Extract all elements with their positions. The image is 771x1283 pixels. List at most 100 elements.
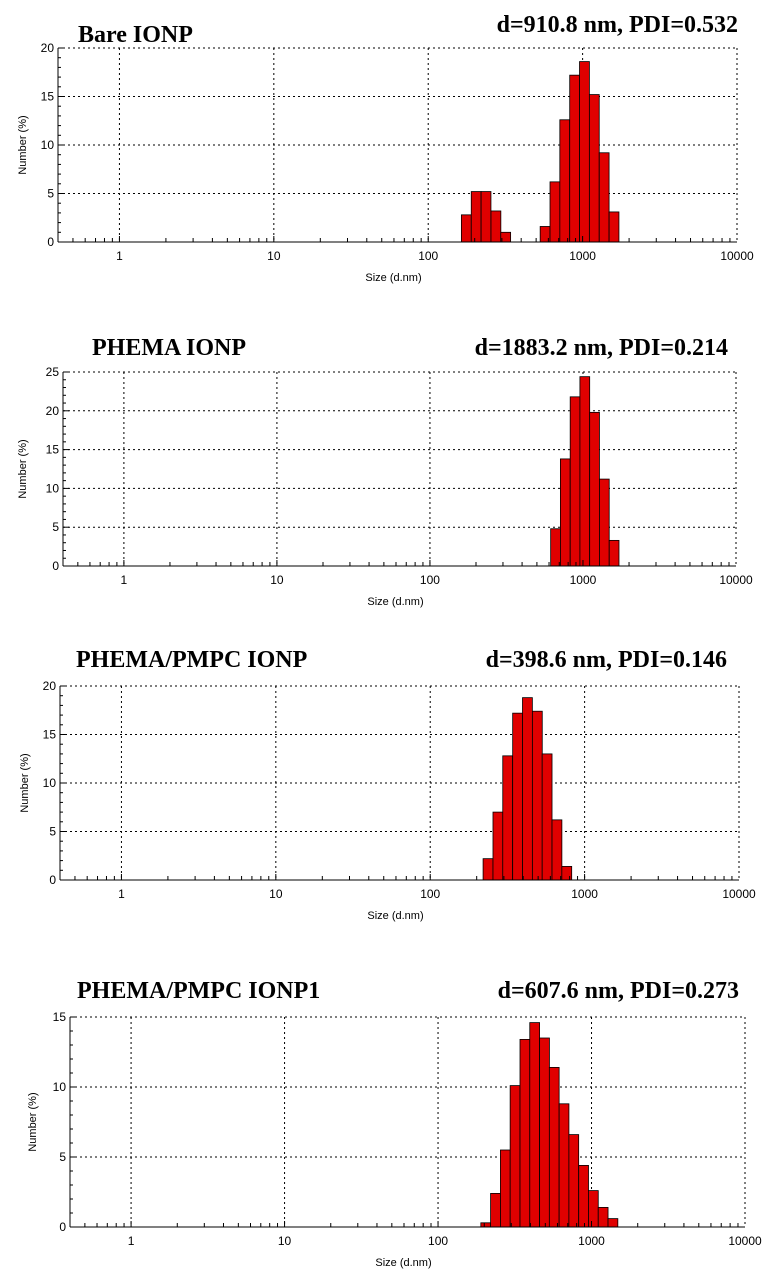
histogram-bar: [531, 710, 543, 881]
histogram-bar: [539, 1037, 550, 1228]
y-tick-label: 10: [53, 1080, 67, 1094]
histogram-bar: [460, 214, 472, 243]
y-tick-label: 5: [49, 825, 56, 839]
histogram-bar: [569, 74, 580, 243]
x-tick-label: 1000: [571, 887, 598, 901]
y-tick-label: 0: [49, 873, 56, 887]
histogram-bar: [550, 528, 561, 567]
x-tick-label: 1: [118, 887, 125, 901]
histogram-bar: [482, 858, 494, 881]
panel-stats: d=398.6 nm, PDI=0.146: [486, 647, 727, 673]
histogram-bar: [480, 1222, 492, 1228]
histogram-bar: [559, 458, 571, 567]
histogram-bar: [598, 152, 610, 243]
histogram-bar: [559, 119, 571, 243]
panel-phema-ionp: PHEMA IONP d=1883.2 nm, PDI=0.214 1 10 100…: [17, 335, 753, 608]
y-tick-label: 15: [41, 90, 55, 104]
panel-stats: d=1883.2 nm, PDI=0.214: [475, 335, 728, 361]
x-tick-label: 10: [278, 1234, 292, 1248]
panel-title: PHEMA/PMPC IONP1: [77, 978, 320, 1004]
x-tick-label: 100: [420, 573, 440, 587]
histogram-bar: [480, 191, 492, 243]
y-tick-label: 20: [41, 41, 55, 55]
x-tick-label: 10000: [719, 573, 753, 587]
panel-stats: d=607.6 nm, PDI=0.273: [498, 978, 739, 1004]
histogram-bar: [490, 1193, 501, 1228]
y-tick-label: 20: [43, 679, 57, 693]
panel-phema-pmpc-ionp1: PHEMA/PMPC IONP1 d=607.6 nm, PDI=0.273 1…: [27, 978, 762, 1269]
histogram-bar: [548, 1067, 560, 1228]
x-axis-label: Size (d.nm): [375, 1257, 431, 1269]
x-tick-label: 1: [121, 573, 128, 587]
y-axis-label: Number (%): [17, 439, 29, 498]
histogram-bar: [541, 753, 553, 881]
x-tick-label: 1: [116, 249, 123, 263]
panel-stats: d=910.8 nm, PDI=0.532: [497, 12, 738, 38]
histogram-bar: [502, 755, 514, 881]
x-axis-label: Size (d.nm): [367, 596, 423, 608]
histogram-bar: [512, 712, 523, 881]
y-tick-label: 15: [43, 728, 57, 742]
x-tick-label: 100: [420, 887, 440, 901]
x-axis-label: Size (d.nm): [365, 272, 421, 284]
histogram-bar: [509, 1085, 521, 1228]
x-tick-label: 10000: [728, 1234, 762, 1248]
histogram-bar: [608, 211, 620, 243]
histogram-bar: [561, 866, 573, 881]
y-tick-label: 15: [53, 1010, 67, 1024]
x-tick-label: 1: [128, 1234, 135, 1248]
y-tick-label: 20: [46, 404, 60, 418]
histogram-bar: [588, 1190, 599, 1228]
y-axis-label: Number (%): [27, 1092, 39, 1151]
histogram-bar: [558, 1103, 570, 1228]
panel-title: PHEMA/PMPC IONP: [76, 647, 307, 673]
panel-title: Bare IONP: [78, 22, 193, 48]
histogram-bar: [551, 819, 563, 881]
histogram-bar: [569, 396, 581, 567]
histogram-bar: [599, 478, 610, 567]
x-tick-label: 1000: [578, 1234, 605, 1248]
x-tick-label: 1000: [569, 249, 596, 263]
y-tick-label: 0: [47, 235, 54, 249]
y-tick-label: 5: [52, 520, 59, 534]
panel-bare-ionp: Bare IONP d=910.8 nm, PDI=0.532 1 10 100 10…: [17, 12, 754, 284]
histogram-bar: [522, 697, 533, 881]
histogram-bar: [597, 1207, 609, 1228]
histogram-bar: [490, 210, 502, 243]
x-tick-label: 10: [267, 249, 281, 263]
x-tick-label: 10: [269, 887, 283, 901]
histogram-bar: [579, 376, 591, 567]
x-tick-label: 1000: [570, 573, 597, 587]
panel-title: PHEMA IONP: [92, 335, 246, 361]
x-tick-label: 10: [270, 573, 284, 587]
y-tick-label: 5: [47, 187, 54, 201]
y-tick-label: 5: [59, 1150, 66, 1164]
y-tick-label: 10: [43, 776, 57, 790]
y-tick-label: 15: [46, 443, 60, 457]
histogram-bar: [492, 811, 504, 881]
histogram-bar: [608, 539, 620, 567]
y-tick-label: 0: [52, 559, 59, 573]
histogram-bar: [578, 1165, 589, 1228]
x-tick-label: 100: [418, 249, 438, 263]
panel-phema-pmpc-ionp: PHEMA/PMPC IONP d=398.6 nm, PDI=0.146 1 1…: [19, 647, 756, 922]
x-axis-label: Size (d.nm): [367, 910, 423, 922]
x-tick-label: 10000: [720, 249, 754, 263]
y-tick-label: 10: [46, 481, 60, 495]
histogram-bar: [549, 181, 561, 243]
histogram-bar: [607, 1218, 619, 1228]
histogram-bar: [579, 61, 590, 243]
histogram-bar: [589, 411, 600, 567]
histogram-bar: [529, 1022, 540, 1228]
y-axis-label: Number (%): [19, 753, 31, 812]
histogram-bar: [568, 1134, 580, 1228]
y-tick-label: 0: [59, 1220, 66, 1234]
x-tick-label: 10000: [722, 887, 756, 901]
y-tick-label: 10: [41, 138, 55, 152]
histogram-bar: [519, 1039, 531, 1228]
x-tick-label: 100: [428, 1234, 448, 1248]
y-axis-label: Number (%): [17, 115, 29, 174]
histogram-bar: [470, 191, 482, 243]
histogram-bar: [588, 94, 600, 243]
